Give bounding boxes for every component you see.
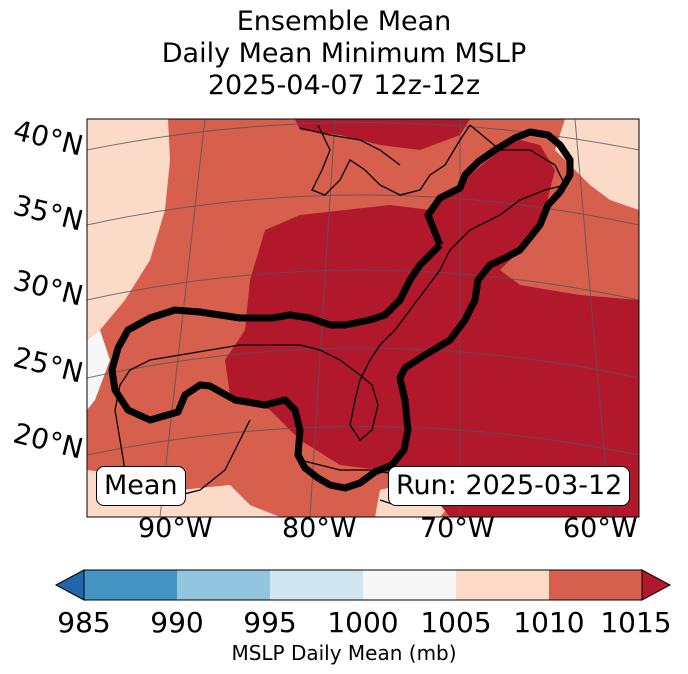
colorbar-tick-995: 995 [243, 606, 297, 639]
field-1005-1010-west [87, 119, 170, 340]
colorbar-label: MSLP Daily Mean (mb) [231, 641, 457, 665]
colorbar-segment-995-1000 [270, 570, 363, 600]
colorbar-tick-985: 985 [57, 606, 111, 639]
lon-label-60w: 60°W [563, 513, 638, 544]
lon-label-80w: 80°W [282, 513, 357, 544]
title-line-2: Daily Mean Minimum MSLP [161, 38, 527, 69]
graticule [87, 119, 639, 517]
colorbar-segment-990-995 [177, 570, 270, 600]
contour-1015 [108, 128, 574, 492]
lon-label-90w: 90°W [138, 513, 213, 544]
colorbar-segment-1005-1010 [456, 570, 549, 600]
run-label: Run: 2025-03-12 [388, 466, 631, 506]
field-1000-1005 [87, 330, 110, 410]
colorbar-extend-high [641, 569, 672, 601]
map-frame [86, 118, 640, 518]
colorbar-segment-1000-1005 [363, 570, 456, 600]
colorbar-tick-1005: 1005 [420, 606, 492, 639]
colorbar-tick-1010: 1010 [513, 606, 585, 639]
colorbar-extend-low [54, 569, 85, 601]
field-1015-plus-north [295, 119, 470, 150]
colorbar-segment-1010-1015 [549, 570, 642, 600]
colorbar-tick-1000: 1000 [327, 606, 399, 639]
colorbar-tick-1015: 1015 [600, 606, 672, 639]
lon-label-70w: 70°W [420, 513, 495, 544]
title-line-3: 2025-04-07 12z-12z [207, 70, 481, 101]
colorbar-segment-985-990 [84, 570, 177, 600]
colorbar-tick-990: 990 [150, 606, 204, 639]
field-1015-plus-core [225, 140, 639, 517]
mean-label: Mean [96, 466, 186, 506]
title-line-1: Ensemble Mean [236, 6, 452, 37]
field-1005-1010-ne [555, 119, 639, 210]
mslp-map [86, 118, 640, 518]
coastlines [114, 124, 566, 506]
